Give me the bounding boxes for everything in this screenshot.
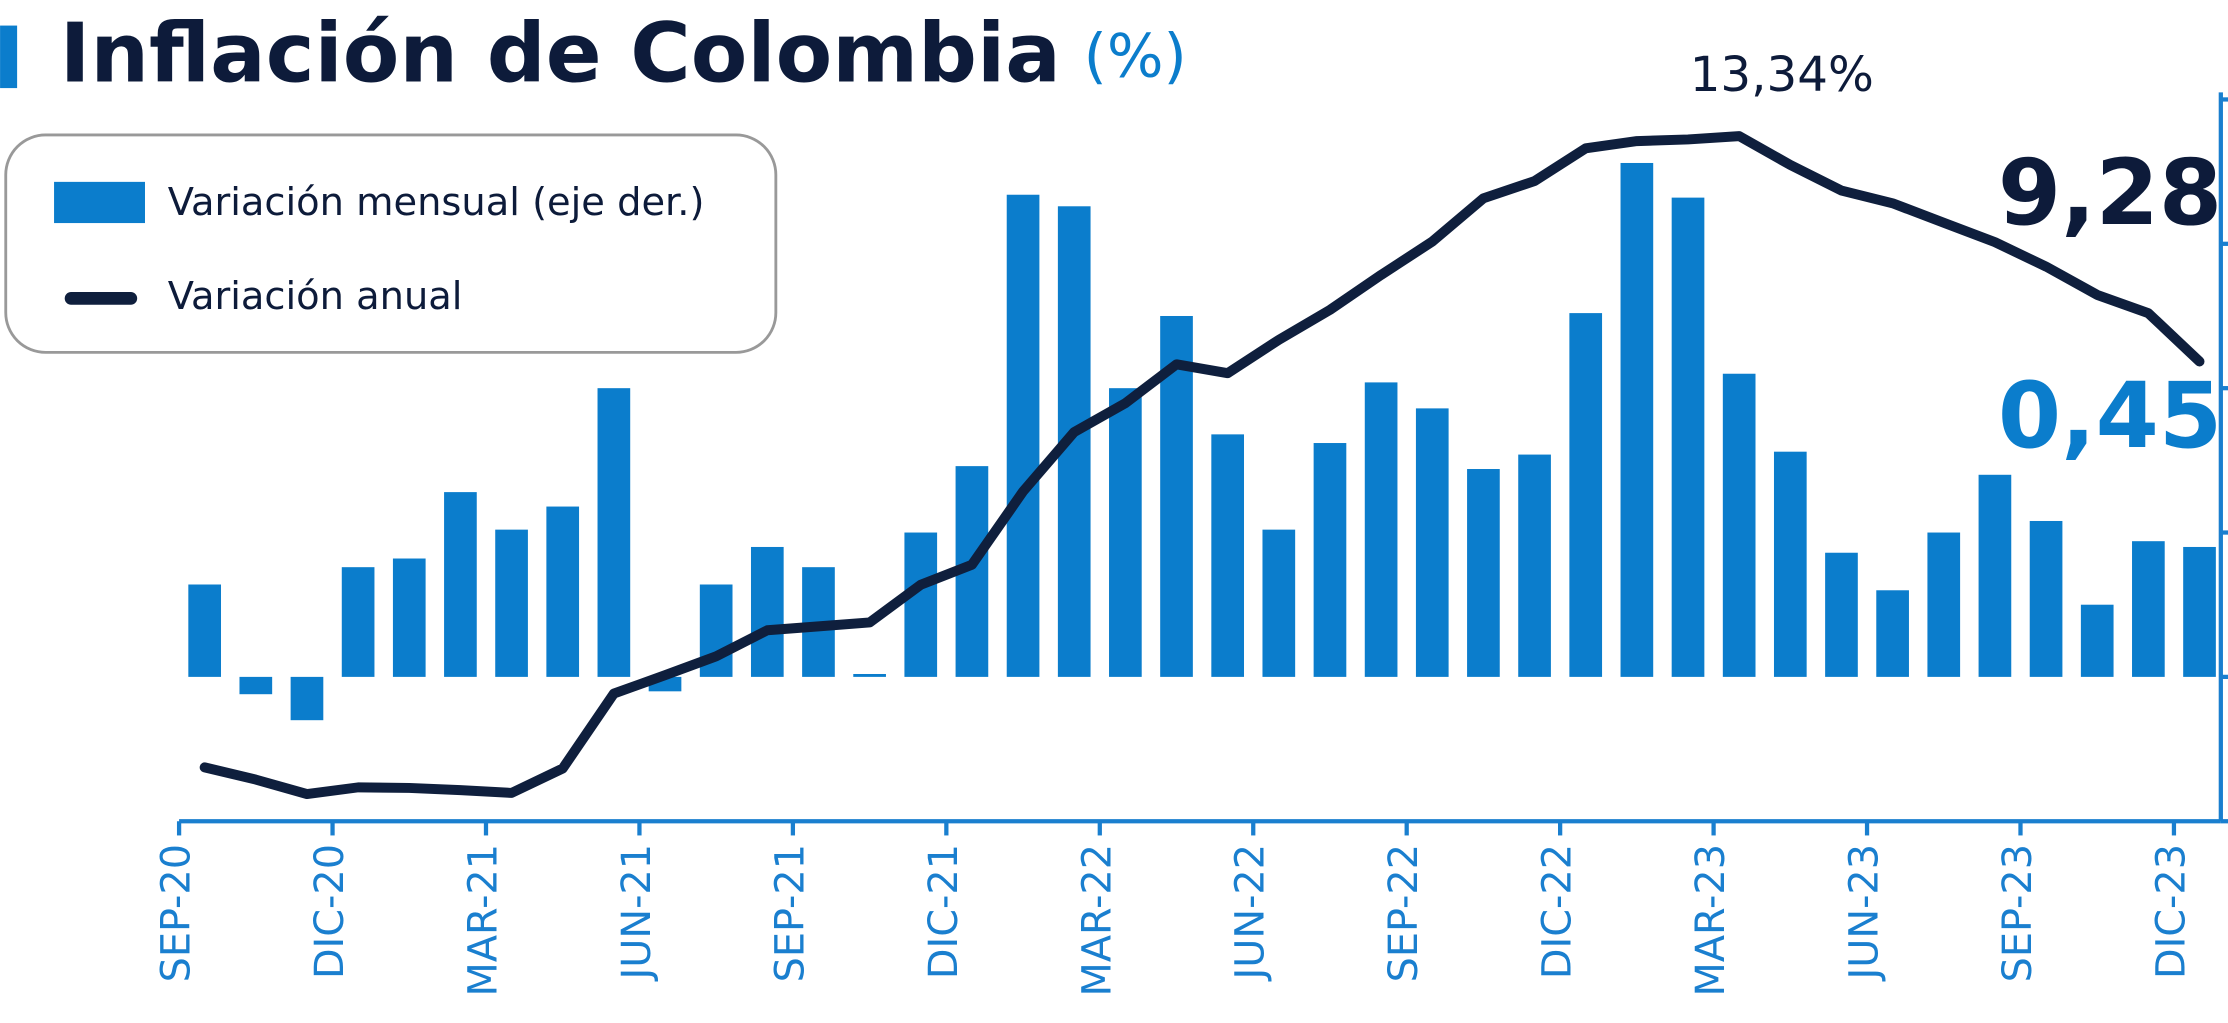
annotation: 9,28 [1998, 141, 2222, 246]
legend-label: Variación mensual (eje der.) [168, 180, 705, 225]
legend-label: Variación anual [168, 274, 463, 319]
x-tick-label: DIC-23 [2148, 844, 2194, 979]
bar [1467, 469, 1500, 677]
bar [1415, 408, 1449, 677]
bar [2029, 520, 2063, 677]
bar [444, 492, 477, 677]
bar [904, 532, 938, 677]
title-text: Inflación de Colombia [60, 7, 1061, 102]
bar [188, 584, 222, 677]
bar [1876, 590, 1909, 677]
bar [1262, 529, 1296, 677]
bar [1825, 552, 1858, 677]
bar [1978, 474, 2012, 677]
bar [2080, 604, 2114, 677]
bar [1620, 162, 1654, 677]
line [199, 131, 2205, 800]
bar [853, 673, 886, 677]
x-tick-label: DIC-21 [921, 844, 967, 979]
x-tick-label: SEP-22 [1381, 844, 1427, 982]
x-tick-label: DIC-20 [307, 844, 353, 979]
bar [1569, 313, 1603, 677]
bar [750, 546, 784, 677]
x-tick-label: SEP-21 [767, 844, 813, 982]
x-tick-label: MAR-23 [1688, 844, 1734, 996]
bar [239, 676, 273, 695]
title-unit: (%) [1084, 22, 1187, 91]
bar [597, 388, 631, 677]
bar [1211, 434, 1245, 677]
title-accent [0, 25, 18, 89]
legend-swatch-bar [54, 181, 145, 224]
x-tick-label: SEP-23 [1995, 844, 2041, 982]
bar [1773, 451, 1807, 677]
bar [1671, 197, 1705, 677]
bar [2183, 546, 2216, 677]
chart-title: Inflación de Colombia (%) [60, 7, 1187, 102]
x-tick-label: MAR-21 [460, 844, 506, 996]
annotation: 13,34% [1690, 47, 1874, 103]
bar [2132, 541, 2165, 677]
bar [1518, 454, 1551, 677]
x-tick-label: JUN-21 [614, 844, 660, 983]
x-tick-label: JUN-22 [1228, 844, 1274, 983]
bar [290, 676, 324, 721]
bar [1313, 443, 1347, 677]
bar [341, 567, 375, 677]
bar [392, 558, 426, 677]
bar [1927, 532, 1961, 677]
bar [1006, 194, 1040, 677]
x-tick-label: SEP-20 [154, 844, 200, 982]
x-tick-label: DIC-22 [1535, 844, 1581, 979]
annotation: 0,45 [1998, 364, 2222, 469]
bar [1364, 382, 1398, 677]
x-tick-label: MAR-22 [1074, 844, 1120, 996]
bar [1722, 373, 1756, 677]
legend-box [4, 133, 778, 354]
x-tick-label: JUN-23 [1842, 844, 1888, 983]
bar [546, 506, 580, 677]
bar [495, 529, 528, 677]
bar [1109, 388, 1142, 677]
